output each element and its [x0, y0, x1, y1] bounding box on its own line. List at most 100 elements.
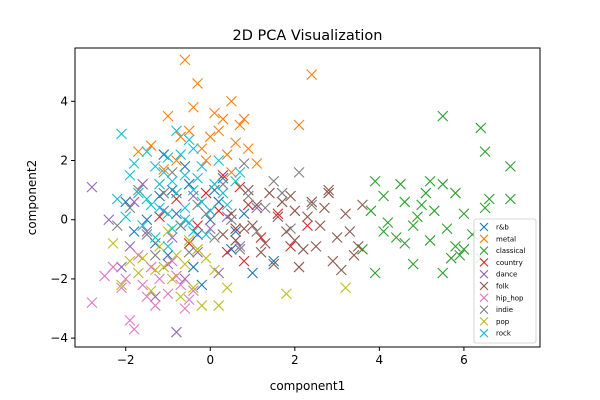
- scatter-point: [213, 125, 225, 137]
- scatter-point: [128, 158, 140, 169]
- scatter-point: [255, 246, 267, 258]
- scatter-point: [204, 214, 216, 226]
- x-tick-label: 2: [291, 353, 299, 367]
- y-tick-label: 2: [60, 153, 68, 167]
- scatter-point: [213, 205, 225, 217]
- scatter-point: [454, 249, 466, 261]
- series-folk: [217, 184, 368, 276]
- scatter-point: [162, 249, 174, 261]
- scatter-point: [230, 223, 242, 234]
- scatter-point: [209, 264, 220, 276]
- scatter-point: [289, 235, 301, 246]
- scatter-point: [251, 199, 263, 211]
- scatter-point: [450, 187, 461, 199]
- legend-marker: [479, 293, 489, 303]
- scatter-point: [171, 249, 182, 261]
- scatter-point: [314, 220, 326, 232]
- scatter-point: [124, 314, 136, 326]
- y-axis-label: component2: [25, 160, 39, 236]
- scatter-point: [424, 175, 436, 187]
- scatter-point: [285, 190, 296, 202]
- legend-marker: [479, 281, 489, 291]
- scatter-point: [154, 211, 165, 223]
- scatter-point: [209, 107, 220, 119]
- scatter-point: [107, 261, 119, 273]
- scatter-point: [344, 226, 356, 237]
- x-tick-label: 0: [206, 353, 214, 367]
- scatter-point: [187, 101, 199, 113]
- scatter-point: [365, 205, 377, 217]
- scatter-point: [242, 199, 254, 211]
- scatter-point: [141, 226, 153, 237]
- scatter-point: [179, 214, 191, 226]
- scatter-point: [213, 300, 225, 311]
- scatter-point: [183, 178, 195, 190]
- legend-label: country: [496, 259, 523, 267]
- scatter-point: [407, 258, 419, 270]
- scatter-point: [204, 223, 216, 234]
- scatter-point: [116, 282, 127, 294]
- scatter-point: [103, 214, 115, 226]
- scatter-point: [234, 181, 246, 193]
- scatter-point: [166, 223, 178, 234]
- scatter-point: [242, 190, 254, 202]
- scatter-point: [217, 169, 229, 181]
- scatter-point: [162, 110, 174, 122]
- scatter-point: [230, 226, 242, 237]
- scatter-point: [128, 196, 140, 208]
- scatter-point: [175, 220, 187, 232]
- scatter-point: [395, 178, 406, 190]
- scatter-point: [259, 237, 271, 249]
- scatter-point: [306, 196, 318, 208]
- legend-label: folk: [496, 283, 510, 291]
- legend-label: r&b: [496, 224, 509, 232]
- legend-label: pop: [496, 318, 510, 326]
- scatter-point: [285, 240, 296, 252]
- scatter-point: [247, 220, 258, 232]
- scatter-point: [137, 220, 149, 232]
- scatter-point: [458, 243, 470, 255]
- y-tick-label: 0: [60, 213, 68, 227]
- scatter-point: [120, 211, 132, 223]
- scatter-point: [116, 261, 127, 273]
- scatter-point: [145, 285, 157, 297]
- scatter-point: [179, 169, 191, 181]
- legend: r&b metal classical country dance folk hip_hop…: [473, 218, 537, 344]
- scatter-point: [276, 187, 288, 199]
- scatter-point: [475, 122, 487, 134]
- scatter-point: [187, 184, 199, 196]
- scatter-point: [276, 196, 288, 208]
- scatter-point: [238, 113, 250, 125]
- scatter-point: [209, 178, 220, 190]
- scatter-point: [171, 326, 182, 338]
- scatter-point: [158, 166, 170, 178]
- series-hip-hop: [86, 249, 199, 335]
- scatter-point: [251, 226, 263, 237]
- scatter-point: [133, 267, 144, 279]
- scatter-point: [141, 214, 153, 226]
- scatter-point: [192, 243, 203, 255]
- scatter-point: [200, 155, 212, 166]
- scatter-point: [450, 240, 461, 252]
- scatter-point: [285, 223, 296, 234]
- scatter-point: [306, 199, 318, 211]
- scatter-point: [187, 285, 199, 297]
- scatter-point: [187, 261, 199, 273]
- scatter-point: [166, 175, 178, 187]
- scatter-point: [145, 199, 157, 211]
- scatter-point: [331, 232, 343, 243]
- scatter-point: [158, 261, 170, 273]
- scatter-point: [149, 161, 161, 172]
- scatter-point: [158, 187, 170, 199]
- scatter-point: [149, 291, 161, 303]
- scatter-point: [399, 196, 411, 208]
- scatter-point: [390, 232, 402, 243]
- chart-title: 2D PCA Visualization: [233, 28, 383, 44]
- scatter-point: [319, 202, 330, 214]
- scatter-point: [154, 178, 165, 190]
- scatter-point: [196, 279, 208, 291]
- scatter-point: [234, 119, 246, 131]
- scatter-point: [175, 291, 187, 303]
- scatter-point: [247, 267, 258, 279]
- scatter-point: [437, 267, 449, 279]
